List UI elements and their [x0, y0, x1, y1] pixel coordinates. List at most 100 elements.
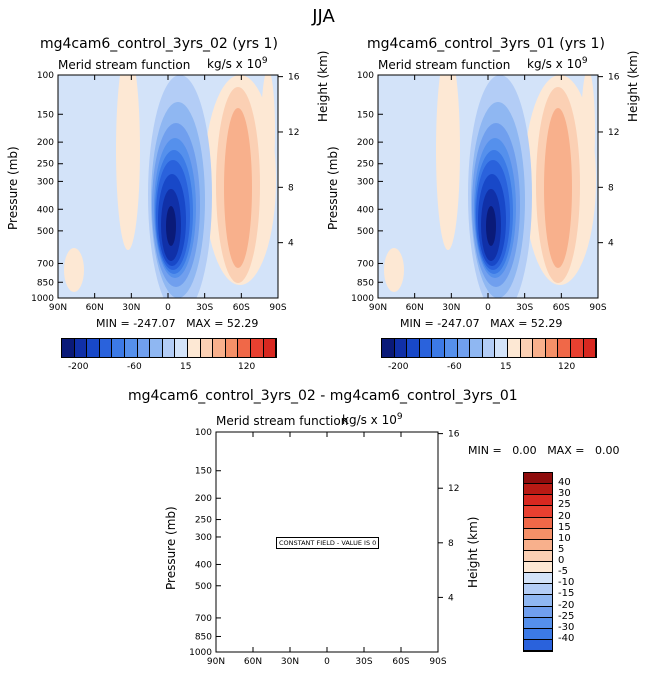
colorbar-swatch	[263, 339, 277, 357]
y-tick-label: 100	[37, 71, 54, 81]
y-tick-label: 300	[357, 177, 374, 187]
colorbar-swatch	[524, 473, 552, 485]
panel-2-stats: MIN = -247.07 MAX = 52.29	[400, 317, 563, 330]
x-tick-label: 60S	[553, 303, 570, 313]
panel-1-stats: MIN = -247.07 MAX = 52.29	[96, 317, 259, 330]
constant-field-annotation: CONSTANT FIELD - VALUE IS 0	[276, 537, 380, 549]
y-tick-label: 500	[357, 227, 374, 237]
y-tick-label: 1000	[31, 294, 54, 304]
colorbar-label: 10	[558, 532, 571, 544]
colorbar-swatch	[238, 339, 251, 357]
panel-diff-axis-ticks	[215, 431, 443, 653]
y-right-tick-label: 8	[608, 183, 614, 193]
colorbar-swatch	[524, 539, 552, 551]
y-right-tick-label: 4	[608, 239, 614, 249]
panel-diff-stats: MIN = 0.00 MAX = 0.00	[468, 444, 620, 457]
colorbar-label: 40	[558, 477, 571, 489]
colorbar-swatch	[495, 339, 508, 357]
colorbar-swatch	[162, 339, 176, 357]
y-tick-label: 700	[37, 259, 54, 269]
y-tick-label: 300	[195, 533, 212, 543]
colorbar-swatch	[457, 339, 471, 357]
colorbar-label: -40	[558, 632, 575, 644]
colorbar-swatch	[250, 339, 264, 357]
y-tick-label: 150	[195, 467, 212, 477]
x-tick-label: 0	[324, 657, 330, 667]
colorbar-swatch	[213, 339, 226, 357]
y-tick-label: 150	[357, 110, 374, 120]
y-right-tick-label: 16	[608, 73, 620, 83]
panel-1-colorbar-label: 120	[238, 362, 256, 372]
y-tick-label: 700	[195, 614, 212, 624]
y-right-tick-label: 16	[288, 73, 300, 83]
x-tick-label: 90N	[207, 657, 225, 667]
x-tick-label: 30S	[355, 657, 372, 667]
y-tick-label: 200	[357, 138, 374, 148]
panel-2-colorbar-label: -60	[447, 362, 462, 372]
panel-1-colorbar-label: 15	[180, 362, 192, 372]
panel-2-colorbar-label: -200	[388, 362, 409, 372]
y-right-tick-label: 4	[288, 239, 294, 249]
panel-1-colorbar	[61, 338, 277, 358]
y-tick-label: 1000	[189, 648, 212, 658]
y-tick-label: 250	[357, 160, 374, 170]
panel-2-min-value: -247.07	[437, 317, 480, 330]
panel-1-max-value: 52.29	[226, 317, 259, 330]
y-right-tick-label: 12	[288, 128, 299, 138]
panel-1-min-value: -247.07	[133, 317, 176, 330]
panel-2-title: mg4cam6_control_3yrs_01 (yrs 1)	[367, 36, 605, 52]
y-tick-label: 300	[37, 177, 54, 187]
colorbar-swatch	[87, 339, 100, 357]
panel-1-contour-fill	[58, 75, 278, 298]
colorbar-swatch	[62, 339, 75, 357]
y-tick-label: 250	[37, 160, 54, 170]
colorbar-label: 30	[558, 488, 571, 500]
panel-1-units-label: kg/s x 109	[207, 56, 268, 71]
x-tick-label: 30S	[196, 303, 213, 313]
panel-1-colorbar-label: -60	[127, 362, 142, 372]
colorbar-swatch	[524, 506, 552, 518]
colorbar-label: 20	[558, 510, 571, 522]
y-tick-label: 850	[357, 278, 374, 288]
y-tick-label: 250	[195, 516, 212, 526]
x-tick-label: 90S	[429, 657, 446, 667]
colorbar-swatch	[583, 339, 597, 357]
colorbar-swatch	[482, 339, 496, 357]
x-tick-label: 60S	[233, 303, 250, 313]
panel-2-contour-fill	[378, 75, 598, 298]
x-tick-label: 60S	[392, 657, 409, 667]
x-tick-label: 90N	[49, 303, 67, 313]
colorbar-swatch	[524, 484, 552, 496]
colorbar-label: 0	[558, 555, 565, 566]
panel-diff-title: mg4cam6_control_3yrs_02 - mg4cam6_contro…	[128, 388, 518, 404]
y-right-tick-label: 4	[448, 593, 454, 603]
y-tick-label: 500	[37, 227, 54, 237]
y-tick-label: 700	[357, 259, 374, 269]
panel-2-axis-ticks	[377, 74, 603, 299]
panel-diff-variable-label: Merid stream function	[216, 414, 349, 428]
y-tick-label: 100	[195, 428, 212, 438]
y-tick-label: 200	[37, 138, 54, 148]
colorbar-swatch	[524, 595, 552, 607]
y-tick-label: 200	[195, 494, 212, 504]
colorbar-swatch	[524, 617, 552, 629]
panel-2-max-value: 52.29	[530, 317, 563, 330]
colorbar-swatch	[524, 584, 552, 596]
colorbar-label: -10	[558, 577, 575, 589]
colorbar-swatch	[524, 495, 552, 507]
y-tick-label: 100	[357, 71, 374, 81]
colorbar-swatch	[470, 339, 483, 357]
colorbar-swatch	[394, 339, 408, 357]
panel-1-axis-ticks	[57, 74, 283, 299]
colorbar-swatch	[137, 339, 151, 357]
panel-diff-max-value: 0.00	[594, 444, 620, 457]
panel-2-colorbar	[381, 338, 597, 358]
colorbar-swatch	[432, 339, 445, 357]
y-right-tick-label: 16	[448, 430, 460, 440]
panel-1: mg4cam6_control_3yrs_02 (yrs 1) Merid st…	[0, 0, 330, 380]
x-tick-label: 0	[165, 303, 171, 313]
colorbar-swatch	[407, 339, 420, 357]
colorbar-swatch	[444, 339, 458, 357]
colorbar-swatch	[533, 339, 546, 357]
page-title: JJA	[312, 6, 335, 27]
